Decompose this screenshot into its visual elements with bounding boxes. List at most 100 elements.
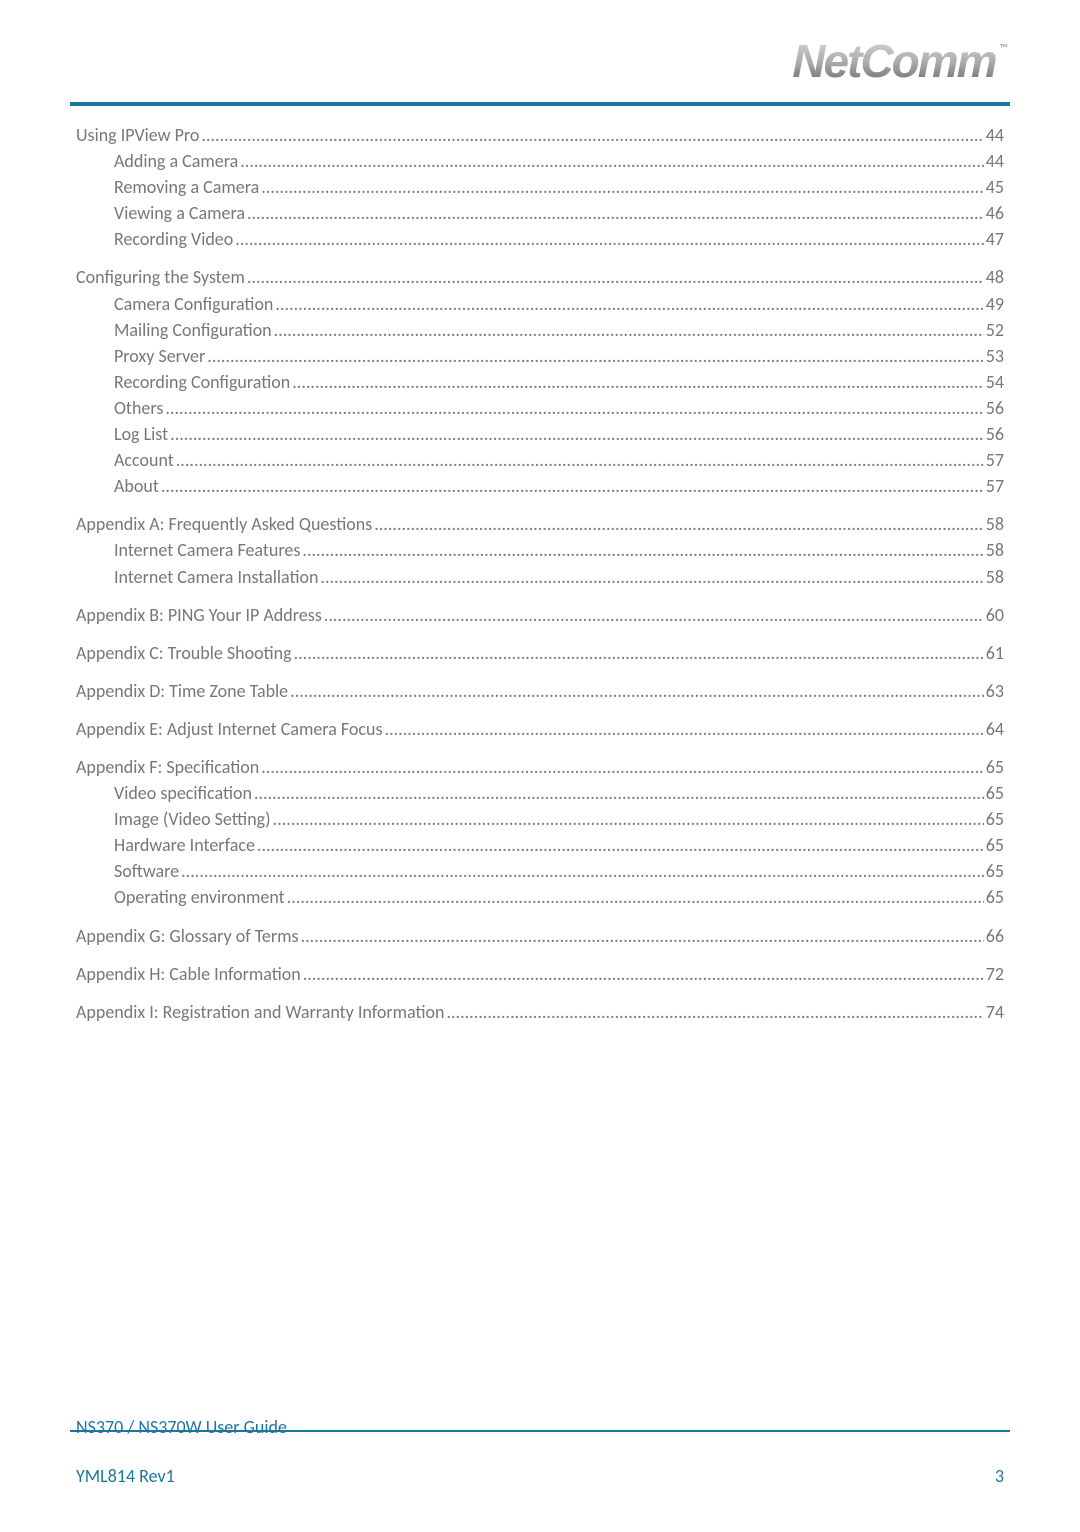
- toc-title: Internet Camera Features: [114, 537, 300, 563]
- footer-rev: YML814 Rev1: [76, 1465, 175, 1487]
- toc-dot-leader: ........................................…: [287, 884, 984, 910]
- toc-dot-leader: ........................................…: [254, 780, 984, 806]
- toc-dot-leader: ........................................…: [201, 122, 983, 148]
- toc-title: Others: [114, 395, 163, 421]
- toc-title: Recording Video: [114, 226, 233, 252]
- footer-left: NS370 / NS370W User Guide YML814 Rev1: [76, 1391, 287, 1488]
- page: NetComm ™ Using IPView Pro..............…: [0, 0, 1080, 1532]
- toc-dot-leader: ........................................…: [320, 564, 983, 590]
- toc-page-number: 56: [986, 421, 1004, 447]
- brand-tm: ™: [1000, 42, 1008, 56]
- toc-dot-leader: ........................................…: [247, 264, 984, 290]
- toc-title: Appendix C: Trouble Shooting: [76, 640, 292, 666]
- toc-title: Camera Configuration: [114, 291, 273, 317]
- toc-page-number: 65: [986, 754, 1004, 780]
- toc-entry: Appendix F: Specification...............…: [76, 754, 1004, 780]
- toc-page-number: 47: [986, 226, 1004, 252]
- toc-title: Adding a Camera: [114, 148, 238, 174]
- toc-entry: Hardware Interface......................…: [76, 832, 1004, 858]
- toc-dot-leader: ........................................…: [207, 343, 983, 369]
- toc-entry: Appendix H: Cable Information...........…: [76, 961, 1004, 987]
- toc-entry: Log List................................…: [76, 421, 1004, 447]
- toc-dot-leader: ........................................…: [374, 511, 984, 537]
- toc-title: Appendix G: Glossary of Terms: [76, 923, 299, 949]
- toc-page-number: 57: [986, 473, 1004, 499]
- toc-page-number: 44: [986, 122, 1004, 148]
- toc-page-number: 49: [986, 291, 1004, 317]
- toc-dot-leader: ........................................…: [170, 421, 984, 447]
- toc-page-number: 52: [986, 317, 1004, 343]
- toc-entry: Software................................…: [76, 858, 1004, 884]
- toc-dot-leader: ........................................…: [161, 473, 984, 499]
- footer-title: NS370 / NS370W User Guide: [76, 1416, 287, 1438]
- toc-title: Appendix F: Specification: [76, 754, 259, 780]
- toc-dot-leader: ........................................…: [303, 961, 984, 987]
- toc-page-number: 72: [986, 961, 1004, 987]
- toc-entry: Removing a Camera.......................…: [76, 174, 1004, 200]
- page-footer: NS370 / NS370W User Guide YML814 Rev1 3: [76, 1391, 1004, 1488]
- toc-page-number: 58: [986, 537, 1004, 563]
- toc-dot-leader: ........................................…: [324, 602, 984, 628]
- toc-dot-leader: ........................................…: [235, 226, 984, 252]
- toc-entry: Appendix E: Adjust Internet Camera Focus…: [76, 716, 1004, 742]
- toc-dot-leader: ........................................…: [290, 678, 984, 704]
- toc-dot-leader: ........................................…: [274, 317, 984, 343]
- toc-page-number: 57: [986, 447, 1004, 473]
- toc-entry: Proxy Server............................…: [76, 343, 1004, 369]
- toc-entry: Others..................................…: [76, 395, 1004, 421]
- toc-entry: Using IPView Pro........................…: [76, 122, 1004, 148]
- toc-page-number: 65: [986, 780, 1004, 806]
- toc-entry: Internet Camera Installation............…: [76, 564, 1004, 590]
- toc-entry: Internet Camera Features................…: [76, 537, 1004, 563]
- toc-page-number: 65: [986, 858, 1004, 884]
- toc-entry: Operating environment...................…: [76, 884, 1004, 910]
- toc-entry: Appendix D: Time Zone Table.............…: [76, 678, 1004, 704]
- toc-page-number: 53: [986, 343, 1004, 369]
- brand-logo: NetComm ™: [792, 38, 1008, 84]
- toc-page-number: 45: [986, 174, 1004, 200]
- toc-dot-leader: ........................................…: [302, 537, 983, 563]
- toc-title: Using IPView Pro: [76, 122, 199, 148]
- toc-title: Appendix I: Registration and Warranty In…: [76, 999, 444, 1025]
- toc-title: Log List: [114, 421, 168, 447]
- toc-page-number: 66: [986, 923, 1004, 949]
- toc-page-number: 56: [986, 395, 1004, 421]
- toc-entry: Recording Video.........................…: [76, 226, 1004, 252]
- toc-dot-leader: ........................................…: [261, 754, 984, 780]
- toc-title: Operating environment: [114, 884, 285, 910]
- toc-entry: Image (Video Setting)...................…: [76, 806, 1004, 832]
- toc-dot-leader: ........................................…: [257, 832, 984, 858]
- toc-page-number: 65: [986, 832, 1004, 858]
- toc-entry: Appendix G: Glossary of Terms...........…: [76, 923, 1004, 949]
- toc-dot-leader: ........................................…: [301, 923, 984, 949]
- table-of-contents: Using IPView Pro........................…: [76, 122, 1004, 1025]
- toc-dot-leader: ........................................…: [275, 291, 983, 317]
- toc-page-number: 44: [986, 148, 1004, 174]
- footer-page-number: 3: [995, 1464, 1004, 1488]
- toc-title: Image (Video Setting): [114, 806, 271, 832]
- toc-page-number: 48: [986, 264, 1004, 290]
- toc-entry: Appendix C: Trouble Shooting............…: [76, 640, 1004, 666]
- toc-title: Appendix D: Time Zone Table: [76, 678, 288, 704]
- toc-dot-leader: ........................................…: [176, 447, 984, 473]
- toc-title: Proxy Server: [114, 343, 205, 369]
- toc-title: Hardware Interface: [114, 832, 255, 858]
- toc-dot-leader: ........................................…: [385, 716, 984, 742]
- toc-page-number: 74: [986, 999, 1004, 1025]
- toc-title: Viewing a Camera: [114, 200, 245, 226]
- toc-entry: Account.................................…: [76, 447, 1004, 473]
- toc-page-number: 60: [986, 602, 1004, 628]
- toc-entry: Video specification.....................…: [76, 780, 1004, 806]
- brand-logo-text: NetComm: [792, 38, 995, 84]
- toc-entry: Appendix I: Registration and Warranty In…: [76, 999, 1004, 1025]
- toc-dot-leader: ........................................…: [261, 174, 984, 200]
- toc-page-number: 61: [986, 640, 1004, 666]
- toc-title: Internet Camera Installation: [114, 564, 318, 590]
- toc-page-number: 65: [986, 884, 1004, 910]
- toc-entry: Recording Configuration.................…: [76, 369, 1004, 395]
- toc-title: Recording Configuration: [114, 369, 290, 395]
- toc-entry: Mailing Configuration...................…: [76, 317, 1004, 343]
- toc-title: Removing a Camera: [114, 174, 259, 200]
- toc-page-number: 63: [986, 678, 1004, 704]
- toc-entry: Appendix A: Frequently Asked Questions..…: [76, 511, 1004, 537]
